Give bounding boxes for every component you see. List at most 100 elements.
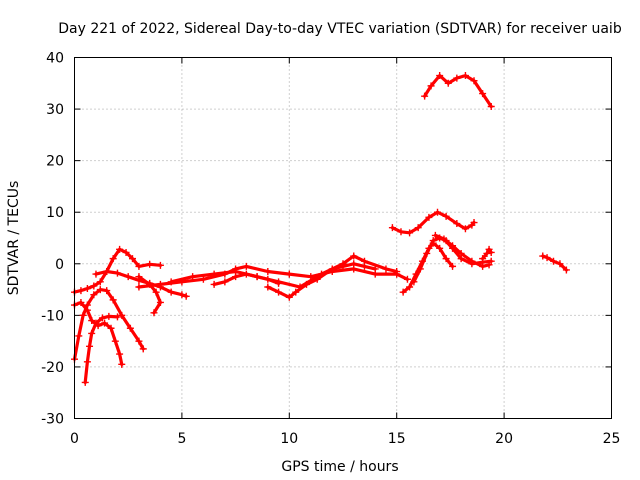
data-point-marker	[116, 350, 124, 358]
data-point-marker	[440, 235, 448, 243]
series-sat-i	[264, 260, 379, 301]
series-line	[412, 236, 491, 284]
data-point-marker	[232, 273, 240, 281]
y-tick-label: 10	[46, 205, 64, 221]
data-point-marker	[264, 283, 272, 291]
data-point-marker	[105, 312, 113, 320]
data-point-marker	[178, 291, 186, 299]
data-point-marker	[410, 278, 418, 286]
data-point-marker	[92, 319, 100, 327]
data-point-marker	[101, 319, 109, 327]
data-point-marker	[124, 273, 132, 281]
data-point-marker	[470, 219, 478, 227]
series-line	[72, 300, 124, 366]
series-sat-c	[71, 286, 147, 363]
data-point-marker	[543, 254, 551, 262]
data-point-marker	[77, 298, 85, 306]
data-point-marker	[167, 288, 175, 296]
data-point-marker	[96, 278, 104, 286]
data-point-marker	[483, 249, 491, 257]
data-point-marker	[479, 90, 487, 98]
data-point-marker	[275, 288, 283, 296]
series-sat-j	[210, 270, 283, 288]
series-line	[137, 264, 409, 289]
data-point-marker	[339, 262, 347, 270]
data-point-marker	[113, 269, 121, 277]
data-point-marker	[393, 268, 401, 276]
data-point-marker	[88, 317, 96, 325]
x-tick-label: 10	[280, 431, 298, 447]
y-tick-label: 40	[46, 51, 64, 67]
data-point-marker	[156, 280, 164, 288]
y-tick-label: -10	[41, 308, 64, 324]
y-axis-label: SDTVAR / TECUs	[6, 181, 22, 296]
data-point-marker	[83, 358, 91, 366]
data-point-marker	[425, 213, 433, 221]
data-point-marker	[449, 262, 457, 270]
x-axis-label: GPS time / hours	[281, 459, 398, 475]
data-point-marker	[442, 212, 450, 220]
data-point-marker	[156, 298, 164, 306]
data-point-marker	[550, 257, 558, 265]
data-point-marker	[242, 270, 250, 278]
data-point-marker	[135, 283, 143, 291]
data-point-marker	[122, 248, 130, 256]
data-point-marker	[83, 285, 91, 293]
data-point-marker	[98, 314, 106, 322]
data-point-marker	[86, 342, 94, 350]
series-sat-q	[539, 252, 570, 274]
data-point-marker	[264, 268, 272, 276]
data-point-marker	[292, 288, 300, 296]
data-series	[71, 72, 570, 386]
y-tick-label: 20	[46, 154, 64, 170]
data-point-marker	[328, 265, 336, 273]
data-point-marker	[156, 261, 164, 269]
data-point-marker	[285, 293, 293, 301]
data-point-marker	[444, 79, 452, 87]
data-point-marker	[264, 275, 272, 283]
data-point-marker	[118, 311, 126, 319]
series-line	[390, 210, 476, 235]
data-point-marker	[556, 260, 564, 268]
data-point-marker	[182, 292, 190, 300]
data-point-marker	[302, 280, 310, 288]
x-tick-label: 15	[388, 431, 406, 447]
data-point-marker	[487, 257, 495, 265]
grid	[74, 57, 612, 419]
data-point-marker	[539, 252, 547, 260]
data-point-marker	[135, 337, 143, 345]
data-point-marker	[313, 275, 321, 283]
data-point-marker	[479, 255, 487, 263]
x-tick-label: 0	[70, 431, 79, 447]
data-point-marker	[103, 287, 111, 295]
data-point-marker	[90, 291, 98, 299]
data-point-marker	[126, 324, 134, 332]
data-point-marker	[92, 270, 100, 278]
data-point-marker	[242, 262, 250, 270]
x-tick-label: 20	[495, 431, 513, 447]
data-point-marker	[90, 282, 98, 290]
data-point-marker	[416, 265, 424, 273]
data-point-marker	[285, 270, 293, 278]
y-tick-label: -30	[41, 412, 64, 428]
data-point-marker	[109, 296, 117, 304]
data-point-marker	[150, 309, 158, 317]
data-point-marker	[189, 273, 197, 281]
series-line	[481, 247, 493, 261]
data-point-marker	[253, 273, 261, 281]
data-point-marker	[449, 244, 457, 252]
data-point-marker	[116, 245, 124, 253]
data-point-marker	[382, 265, 390, 273]
data-point-marker	[468, 260, 476, 268]
series-sat-p	[421, 72, 495, 110]
data-point-marker	[421, 92, 429, 100]
data-point-marker	[388, 224, 396, 232]
data-point-marker	[81, 378, 89, 386]
data-point-marker	[275, 279, 283, 287]
data-point-marker	[83, 306, 91, 314]
data-point-marker	[461, 72, 469, 80]
data-point-marker	[135, 273, 143, 281]
data-point-marker	[79, 311, 87, 319]
x-tick-label: 25	[603, 431, 621, 447]
